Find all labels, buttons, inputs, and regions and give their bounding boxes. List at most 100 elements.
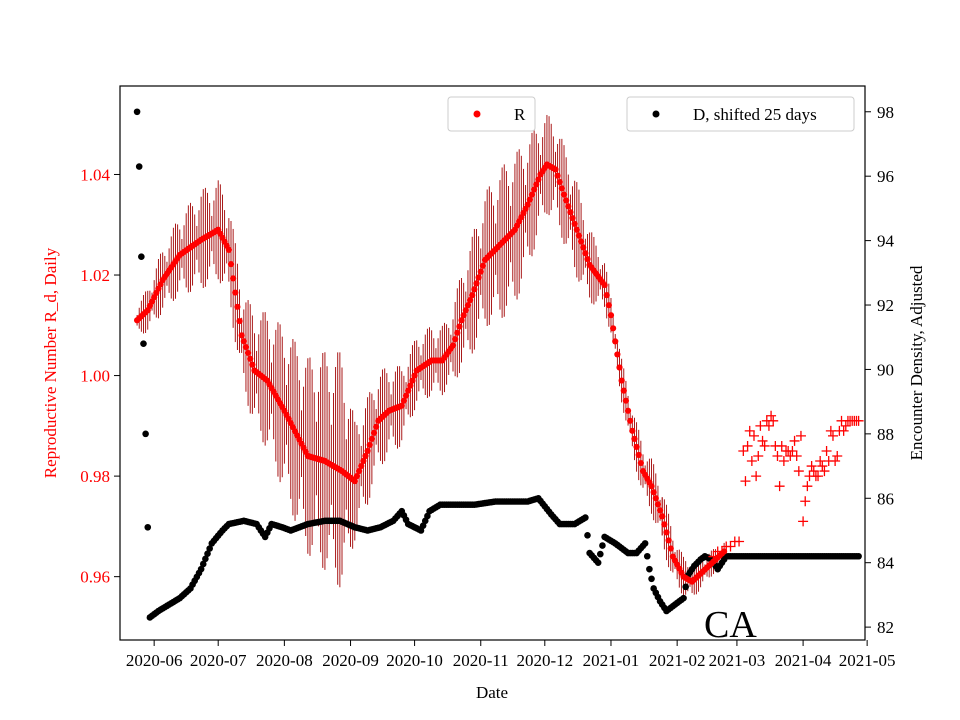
r-plus-series bbox=[708, 410, 864, 562]
plot-frame bbox=[119, 85, 866, 641]
r-point bbox=[659, 513, 666, 520]
x-tick-label: 2020-12 bbox=[516, 651, 573, 670]
x-tick-label: 2020-06 bbox=[126, 651, 183, 670]
r-point bbox=[612, 338, 619, 345]
r-point bbox=[614, 351, 621, 358]
r-point bbox=[230, 275, 237, 282]
r-point bbox=[373, 423, 380, 430]
r-plus-point bbox=[821, 445, 832, 456]
r-plus-point bbox=[791, 451, 802, 462]
r-plus-point bbox=[778, 456, 789, 467]
r-point bbox=[405, 387, 412, 394]
x-tick-label: 2021-03 bbox=[709, 651, 766, 670]
x-tick-label: 2020-08 bbox=[256, 651, 313, 670]
r-plus-point bbox=[738, 445, 749, 456]
r-point bbox=[552, 166, 559, 173]
r-point bbox=[240, 338, 247, 345]
r-plus-point bbox=[753, 451, 764, 462]
legend-r-frame bbox=[447, 96, 536, 132]
r-point bbox=[601, 281, 608, 289]
x-tick-label: 2020-10 bbox=[386, 651, 443, 670]
d-point bbox=[140, 340, 147, 347]
r-point bbox=[610, 325, 617, 332]
r-point bbox=[526, 196, 533, 203]
r-point bbox=[624, 407, 632, 414]
x-axis-ticks: 2020-06 2020-07 2020-08 2020-09 2020-10 2020-… bbox=[126, 640, 896, 670]
r-plus-point bbox=[776, 440, 787, 451]
r-point bbox=[603, 292, 610, 299]
r-point bbox=[407, 382, 414, 389]
r-point bbox=[244, 349, 252, 357]
x-tick-label: 2020-11 bbox=[453, 651, 509, 670]
d-point bbox=[202, 555, 209, 563]
r-point bbox=[531, 186, 538, 193]
r-point bbox=[464, 302, 472, 309]
legend-r-label: R bbox=[514, 105, 526, 124]
r-point bbox=[605, 302, 612, 309]
r-point bbox=[560, 191, 568, 198]
d-point bbox=[643, 552, 651, 560]
x-tick-label: 2021-05 bbox=[839, 651, 896, 670]
r-plus-point bbox=[748, 430, 759, 441]
r-point bbox=[456, 323, 463, 330]
r-point bbox=[650, 489, 657, 496]
r-point bbox=[234, 303, 241, 310]
right-tick-label: 82 bbox=[877, 618, 894, 637]
r-plus-point bbox=[787, 445, 798, 456]
r-point bbox=[400, 397, 408, 404]
r-plus-point bbox=[802, 481, 813, 492]
r-point bbox=[563, 197, 570, 204]
d-point bbox=[599, 542, 606, 549]
r-plus-point bbox=[755, 420, 766, 431]
r-point bbox=[580, 244, 587, 251]
r-plus-point bbox=[808, 466, 819, 477]
r-plus-point bbox=[766, 410, 777, 421]
r-plus-point bbox=[853, 415, 864, 426]
x-tick-label: 2020-07 bbox=[190, 651, 247, 670]
r-point bbox=[567, 209, 574, 216]
right-tick-label: 94 bbox=[877, 232, 895, 251]
r-point bbox=[368, 435, 375, 443]
r-point bbox=[663, 529, 670, 536]
d-point bbox=[135, 163, 143, 170]
d-point bbox=[641, 540, 649, 547]
r-point bbox=[665, 537, 672, 544]
right-tick-label: 88 bbox=[877, 425, 894, 444]
d-point bbox=[855, 552, 862, 560]
r-point bbox=[571, 220, 578, 228]
d-series bbox=[133, 108, 862, 621]
r-point bbox=[355, 467, 363, 475]
d-point bbox=[648, 575, 655, 583]
r-point bbox=[366, 441, 373, 449]
left-tick-label: 1.02 bbox=[80, 266, 110, 285]
r-point bbox=[622, 397, 630, 404]
r-point bbox=[475, 274, 482, 281]
r-point bbox=[584, 256, 591, 263]
r-point bbox=[249, 361, 256, 368]
r-plus-point bbox=[742, 440, 753, 451]
legend-d-label: D, shifted 25 days bbox=[693, 105, 817, 124]
r-point bbox=[629, 427, 636, 434]
r-plus-point bbox=[708, 551, 719, 562]
r-point bbox=[575, 232, 583, 239]
r-plus-point bbox=[800, 496, 811, 507]
x-tick-label: 2021-04 bbox=[775, 651, 832, 670]
r-point bbox=[535, 176, 542, 183]
legend-d-marker bbox=[652, 110, 660, 118]
r-point bbox=[524, 201, 531, 208]
r-point bbox=[473, 280, 480, 287]
r-point bbox=[409, 377, 416, 384]
r-point bbox=[573, 226, 580, 233]
d-point bbox=[138, 253, 145, 261]
r-point bbox=[528, 191, 536, 198]
r-point bbox=[648, 483, 655, 490]
left-tick-label: 0.96 bbox=[80, 568, 110, 587]
legend-r: R bbox=[447, 96, 536, 132]
d-point bbox=[646, 565, 653, 573]
r-point bbox=[449, 342, 457, 349]
r-point bbox=[466, 297, 474, 304]
d-point bbox=[582, 514, 589, 521]
r-point bbox=[633, 443, 640, 451]
r-plus-point bbox=[825, 425, 836, 436]
